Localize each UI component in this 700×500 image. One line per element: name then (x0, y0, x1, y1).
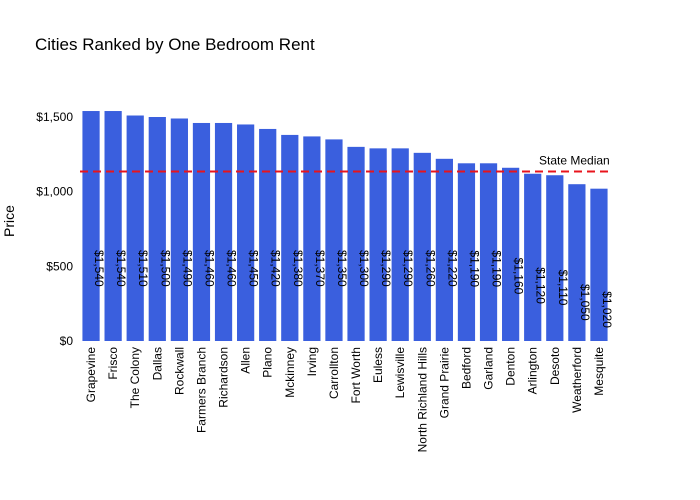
x-tick-label: Farmers Branch (194, 347, 208, 433)
x-tick-label: Garland (482, 347, 496, 390)
y-tick-label: $1,000 (36, 185, 73, 199)
bar-value-label: $1,490 (180, 250, 194, 287)
x-tick-label: Dallas (150, 347, 164, 380)
bar-value-label: $1,460 (202, 250, 216, 287)
x-tick-label: Fort Worth (349, 347, 363, 403)
bar-value-label: $1,110 (556, 270, 570, 306)
bar-value-label: $1,540 (114, 250, 128, 287)
bar (413, 152, 431, 341)
bar (281, 134, 299, 341)
bar (546, 175, 564, 341)
bar-value-label: $1,190 (467, 250, 481, 287)
data-labels: $1,540 $1,540 $1,510 $1,500 $1,490 $1,460 $1,4… (92, 250, 614, 328)
bar (347, 146, 365, 341)
bar (82, 111, 100, 341)
bar-value-label: $1,450 (247, 250, 261, 287)
bar-value-label: $1,500 (158, 250, 172, 287)
x-tick-label: Weatherford (570, 347, 584, 413)
bar (391, 148, 409, 341)
x-tick-label: Frisco (106, 347, 120, 380)
bar-value-label: $1,350 (335, 250, 349, 287)
bar (259, 128, 277, 341)
bar-value-label: $1,120 (534, 267, 548, 304)
x-tick-label: Lewisville (393, 347, 407, 399)
x-tick-label: Bedford (459, 347, 473, 389)
bar-value-label: $1,510 (136, 250, 150, 287)
chart-title: Cities Ranked by One Bedroom Rent (35, 35, 315, 54)
y-tick-label: $0 (60, 334, 74, 348)
bar (325, 139, 343, 341)
bars (82, 111, 608, 342)
bar (568, 184, 586, 341)
y-tick-label: $500 (46, 259, 73, 273)
bar-value-label: $1,020 (600, 291, 614, 328)
bar (457, 163, 476, 341)
bar (170, 118, 188, 341)
x-tick-label: Mckinney (283, 347, 297, 398)
bar-value-label: $1,420 (269, 250, 283, 287)
bar (369, 148, 387, 341)
bar (524, 173, 542, 341)
bar (502, 167, 520, 341)
bar-value-label: $1,220 (445, 250, 459, 287)
y-axis: $0 $500 $1,000 $1,500 (36, 110, 73, 348)
bar (104, 111, 122, 341)
bar (148, 117, 166, 341)
bar-value-label: $1,160 (512, 258, 526, 295)
bar-value-label: $1,190 (490, 250, 504, 287)
bar (192, 122, 211, 342)
x-tick-label: Grapevine (84, 347, 98, 403)
x-tick-label: Allen (239, 347, 253, 374)
x-tick-label: Arlington (526, 347, 540, 394)
bar-value-label: $1,380 (291, 250, 305, 287)
x-tick-label: Euless (371, 347, 385, 383)
y-tick-label: $1,500 (36, 110, 73, 124)
state-median-label: State Median (539, 154, 610, 168)
x-tick-label: Desoto (548, 347, 562, 385)
state-median-line-group: State Median (80, 154, 613, 173)
x-tick-label: The Colony (128, 347, 142, 408)
x-tick-label: North Richland Hills (415, 347, 429, 452)
x-tick-label: Plano (261, 347, 275, 378)
y-axis-label: Price (1, 205, 17, 237)
bar (214, 122, 233, 342)
bar-value-label: $1,460 (225, 250, 239, 287)
bar-value-label: $1,540 (92, 250, 106, 287)
bar-value-label: $1,260 (423, 250, 437, 287)
x-tick-label: Mesquite (592, 347, 606, 396)
bar (303, 136, 321, 341)
x-tick-label: Denton (504, 347, 518, 386)
bar-value-label: $1,050 (578, 284, 592, 321)
bar-value-label: $1,370 (313, 250, 327, 287)
x-axis: Grapevine Frisco The Colony Dallas Rockwall F… (84, 347, 606, 453)
bar (479, 163, 498, 341)
x-tick-label: Richardson (217, 347, 231, 408)
bar (237, 124, 255, 341)
bar (126, 115, 144, 341)
x-tick-label: Rockwall (172, 347, 186, 395)
bar-value-label: $1,290 (379, 250, 393, 287)
bar (435, 158, 453, 341)
x-tick-label: Irving (305, 347, 319, 376)
bar-value-label: $1,300 (357, 250, 371, 287)
x-tick-label: Carrollton (327, 347, 341, 399)
bar-value-label: $1,290 (401, 250, 415, 287)
bar (590, 188, 608, 341)
x-tick-label: Grand Prairie (437, 347, 451, 419)
